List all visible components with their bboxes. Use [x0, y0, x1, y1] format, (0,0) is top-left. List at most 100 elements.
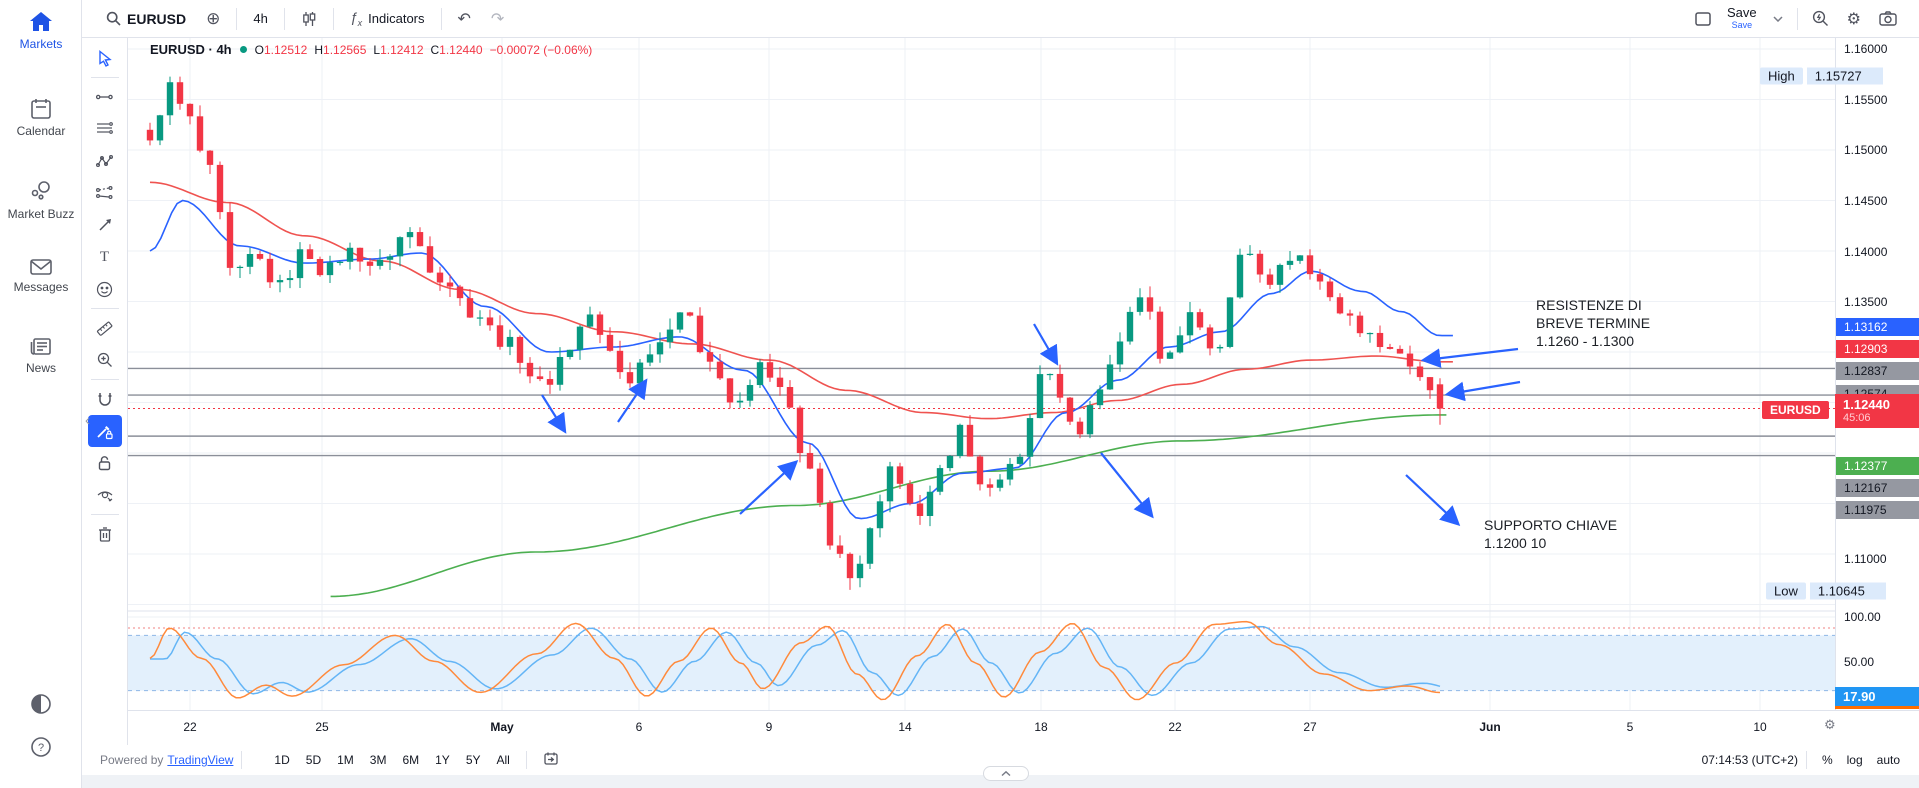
interval-button[interactable]: 4h: [245, 7, 275, 30]
range-button-3m[interactable]: 3M: [369, 753, 387, 767]
range-button-1y[interactable]: 1Y: [435, 753, 450, 767]
theme-toggle[interactable]: [28, 692, 54, 721]
search-icon: [106, 11, 121, 26]
support-annotation[interactable]: SUPPORTO CHIAVE 1.1200 10: [1484, 517, 1618, 551]
sidebar-item-market-buzz[interactable]: Market Buzz: [0, 170, 82, 229]
hide-drawings-tool[interactable]: [88, 479, 122, 511]
help-button[interactable]: ?: [28, 735, 54, 764]
drawing-mode-lock-tool[interactable]: [87, 415, 122, 447]
magnet-tool[interactable]: [88, 383, 122, 415]
undo-button[interactable]: ↶: [450, 5, 479, 33]
horizontal-level-lines[interactable]: [128, 367, 1835, 457]
last-price-value: 1.12440: [1843, 397, 1890, 412]
range-button-5y[interactable]: 5Y: [465, 753, 481, 767]
pattern-icon: [95, 154, 113, 167]
legend-ohlc: O1.12512 H1.12565 L1.12412 C1.12440 −0.0…: [254, 42, 593, 57]
range-button-6m[interactable]: 6M: [402, 753, 420, 767]
snapshot-button[interactable]: [1871, 7, 1905, 30]
auto-scale-button[interactable]: auto: [1876, 753, 1900, 767]
range-button-5d[interactable]: 5D: [305, 753, 322, 767]
zoom-in-tool[interactable]: [88, 344, 122, 376]
symbol-search-button[interactable]: EURUSD: [98, 7, 194, 31]
sidebar-item-label: Calendar: [16, 124, 66, 138]
price-tick: 1.13500: [1844, 295, 1888, 309]
indicators-button[interactable]: ƒx Indicators: [342, 5, 433, 32]
trendline-tool[interactable]: [88, 81, 122, 113]
fx-icon: ƒx: [349, 9, 363, 28]
interval-label: 4h: [253, 11, 268, 26]
price-level-tag: 1.12377: [1836, 457, 1919, 475]
range-button-1d[interactable]: 1D: [274, 753, 290, 767]
time-tick: 14: [898, 720, 912, 734]
sidebar-item-label: Market Buzz: [7, 207, 75, 221]
remove-drawings-tool[interactable]: [88, 518, 122, 550]
toolbar-separator: [525, 751, 527, 769]
redo-button[interactable]: ↷: [483, 5, 512, 33]
sidebar-item-markets[interactable]: Markets: [0, 0, 82, 59]
price-level-tag: 1.13162: [1836, 318, 1919, 336]
axis-settings-gear-icon[interactable]: ⚙: [1824, 717, 1836, 732]
chart-legend[interactable]: EURUSD · 4h O1.12512 H1.12565 L1.12412 C…: [150, 42, 592, 57]
chart-style-button[interactable]: [293, 7, 325, 31]
stoch-k-line[interactable]: [149, 620, 1441, 701]
time-tick: Jun: [1479, 720, 1501, 734]
save-menu-button[interactable]: [1765, 12, 1791, 26]
time-tick: 18: [1034, 720, 1048, 734]
toolbar-separator: [90, 308, 119, 309]
range-button-all[interactable]: All: [496, 753, 510, 767]
text-tool[interactable]: T: [99, 248, 110, 265]
time-axis[interactable]: 22 25 May 6 9 14 18 22 27 Jun 5 10: [128, 710, 1919, 745]
candles-icon: [302, 11, 316, 26]
stochastic-band: [128, 610, 1835, 692]
fib-tool[interactable]: [88, 113, 122, 145]
low-chip: Low: [1766, 582, 1806, 600]
time-tick: 22: [183, 720, 197, 734]
arrow-marker-tool[interactable]: [88, 209, 122, 241]
theme-icon: [31, 694, 51, 714]
low-price: 1.10645: [1809, 582, 1886, 600]
clock[interactable]: 07:14:53 (UTC+2): [1701, 753, 1798, 767]
quick-search-button[interactable]: [1804, 6, 1837, 31]
settings-button[interactable]: ⚙: [1839, 5, 1869, 33]
price-axis[interactable]: 1.16000 1.15500 1.15000 1.14500 1.14000 1.135…: [1835, 38, 1919, 710]
toolbar-separator: [1796, 7, 1798, 30]
session-low-row: Low 1.10645: [1766, 582, 1886, 600]
range-button-1m[interactable]: 1M: [337, 753, 354, 767]
pane-collapse-button[interactable]: [983, 766, 1029, 781]
forecast-tool[interactable]: [88, 177, 122, 209]
toolbar-separator: [283, 7, 285, 30]
chart-canvas[interactable]: [128, 38, 1835, 710]
forecast-icon: [96, 186, 113, 200]
save-tooltip: Save: [1731, 19, 1753, 30]
ma-blue-line[interactable]: [149, 199, 1453, 520]
sidebar-item-calendar[interactable]: Calendar: [0, 87, 82, 146]
layout-button[interactable]: [1687, 8, 1719, 30]
panel-collapse-arrow[interactable]: ‹: [85, 412, 90, 429]
sidebar-item-label: Markets: [19, 37, 63, 51]
compare-add-button[interactable]: ⊕: [198, 5, 228, 33]
grid: [128, 38, 1835, 710]
percent-scale-button[interactable]: %: [1821, 753, 1833, 767]
goto-date-button[interactable]: [535, 748, 567, 772]
camera-icon: [1879, 11, 1897, 26]
stoch-d-line[interactable]: [150, 625, 1441, 697]
save-button[interactable]: Save Save: [1721, 5, 1763, 33]
price-tick: 1.11000: [1844, 552, 1887, 566]
sidebar-item-news[interactable]: News: [0, 326, 82, 383]
sidebar-bottom: ?: [0, 678, 82, 778]
measure-tool[interactable]: [88, 312, 122, 344]
ma-green-line[interactable]: [330, 414, 1447, 598]
toolbar-separator: [440, 7, 442, 30]
tradingview-link[interactable]: TradingView: [167, 753, 234, 767]
trash-icon: [98, 527, 111, 542]
lock-all-tool[interactable]: [88, 447, 122, 479]
sidebar-item-messages[interactable]: Messages: [0, 247, 82, 302]
cursor-tool[interactable]: [88, 42, 122, 74]
annotation-arrows[interactable]: [541, 323, 1521, 527]
pattern-tool[interactable]: [88, 145, 122, 177]
log-scale-button[interactable]: log: [1846, 753, 1863, 767]
time-tick: 5: [1626, 720, 1634, 734]
emoji-tool[interactable]: [88, 273, 122, 305]
resistance-annotation[interactable]: RESISTENZE DI BREVE TERMINE 1.1260 - 1.1…: [1536, 297, 1651, 349]
